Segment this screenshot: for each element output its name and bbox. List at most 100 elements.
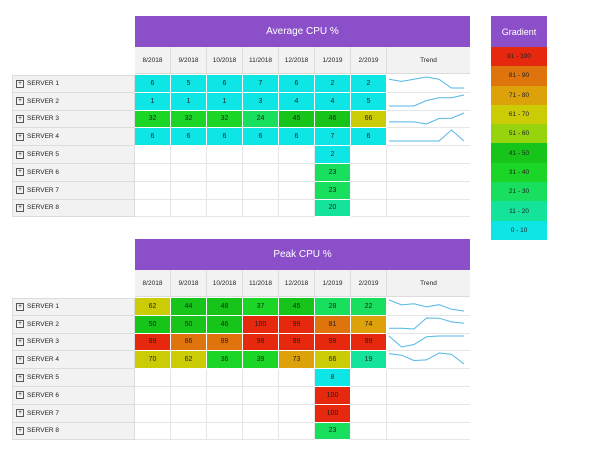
server-row-header[interactable]: + SERVER 4 xyxy=(12,128,135,147)
server-label: SERVER 5 xyxy=(27,374,60,382)
expand-plus-icon[interactable]: + xyxy=(16,132,24,141)
expand-plus-icon[interactable]: + xyxy=(16,409,24,418)
server-row-header[interactable]: + SERVER 1 xyxy=(12,298,135,316)
server-row-header[interactable]: + SERVER 6 xyxy=(12,386,135,405)
expand-plus-icon[interactable]: + xyxy=(16,320,24,329)
trend-cell xyxy=(387,181,470,200)
cpu-cell: 4 xyxy=(279,92,315,111)
cpu-cell xyxy=(279,146,315,164)
server-row-header[interactable]: + SERVER 4 xyxy=(12,351,135,370)
expand-plus-icon[interactable]: + xyxy=(16,302,24,311)
server-row-header[interactable]: + SERVER 5 xyxy=(12,146,135,164)
expand-plus-icon[interactable]: + xyxy=(16,203,24,212)
cpu-cell: 62 xyxy=(135,298,171,316)
cpu-cell: 32 xyxy=(135,110,171,129)
gradient-legend-item: 91 - 100 xyxy=(491,47,547,67)
cpu-cell: 89 xyxy=(207,333,243,352)
trend-cell xyxy=(387,333,470,352)
gradient-legend-item: 11 - 20 xyxy=(491,201,547,221)
cpu-cell: 50 xyxy=(171,315,207,334)
cpu-cell xyxy=(279,422,315,441)
cpu-cell xyxy=(135,386,171,405)
expand-plus-icon[interactable]: + xyxy=(16,426,24,435)
server-row-header[interactable]: + SERVER 2 xyxy=(12,92,135,111)
cpu-cell xyxy=(351,146,387,164)
server-label: SERVER 3 xyxy=(27,115,60,123)
server-row-header[interactable]: + SERVER 8 xyxy=(12,199,135,218)
expand-plus-icon[interactable]: + xyxy=(16,150,24,159)
server-row-header[interactable]: + SERVER 8 xyxy=(12,422,135,441)
cpu-cell: 37 xyxy=(243,298,279,316)
server-row-header[interactable]: + SERVER 7 xyxy=(12,404,135,423)
table-row: + SERVER 4 70 62 36 39 73 66 19 xyxy=(12,351,470,370)
table-row: + SERVER 8 20 xyxy=(12,199,470,218)
cpu-cell: 2 xyxy=(351,75,387,93)
month-header: 8/2018 xyxy=(135,47,171,74)
trend-cell xyxy=(387,128,470,147)
cpu-cell xyxy=(279,386,315,405)
cpu-cell: 45 xyxy=(279,298,315,316)
expand-plus-icon[interactable]: + xyxy=(16,391,24,400)
cpu-cell: 99 xyxy=(351,333,387,352)
server-row-header[interactable]: + SERVER 2 xyxy=(12,315,135,334)
gradient-legend-item: 61 - 70 xyxy=(491,104,547,125)
expand-plus-icon[interactable]: + xyxy=(16,168,24,177)
cpu-cell: 22 xyxy=(351,298,387,316)
expand-plus-icon[interactable]: + xyxy=(16,355,24,364)
server-row-header[interactable]: + SERVER 3 xyxy=(12,333,135,352)
cpu-cell xyxy=(207,181,243,200)
server-label: SERVER 6 xyxy=(27,391,60,399)
server-row-header[interactable]: + SERVER 6 xyxy=(12,163,135,182)
month-header: 12/2018 xyxy=(279,47,315,74)
peak-rows: + SERVER 1 62 44 48 37 45 28 22 + SERVER 2 50 50 46 10… xyxy=(12,298,470,441)
cpu-cell: 66 xyxy=(351,110,387,129)
expand-plus-icon[interactable]: + xyxy=(16,337,24,346)
cpu-cell xyxy=(351,404,387,423)
cpu-cell xyxy=(171,422,207,441)
cpu-cell: 73 xyxy=(279,351,315,370)
month-header: 2/2019 xyxy=(351,270,387,297)
cpu-cell: 28 xyxy=(315,298,351,316)
month-header: 11/2018 xyxy=(243,270,279,297)
gradient-legend-item: 71 - 80 xyxy=(491,85,547,105)
expand-plus-icon[interactable]: + xyxy=(16,79,24,88)
server-label: SERVER 3 xyxy=(27,338,60,346)
table-row: + SERVER 5 8 xyxy=(12,369,470,387)
cpu-cell: 7 xyxy=(243,75,279,93)
expand-plus-icon[interactable]: + xyxy=(16,186,24,195)
server-row-header[interactable]: + SERVER 3 xyxy=(12,110,135,129)
trend-cell xyxy=(387,75,470,93)
server-row-header[interactable]: + SERVER 5 xyxy=(12,369,135,387)
trend-header: Trend xyxy=(387,270,470,297)
cpu-cell: 6 xyxy=(207,75,243,93)
cpu-cell: 86 xyxy=(171,333,207,352)
cpu-cell xyxy=(243,199,279,218)
cpu-cell xyxy=(279,181,315,200)
cpu-cell xyxy=(171,199,207,218)
server-row-header[interactable]: + SERVER 7 xyxy=(12,181,135,200)
server-label: SERVER 2 xyxy=(27,320,60,328)
server-label: SERVER 8 xyxy=(27,427,60,435)
month-header: 8/2018 xyxy=(135,270,171,297)
cpu-cell: 100 xyxy=(315,386,351,405)
table-row: + SERVER 1 62 44 48 37 45 28 22 xyxy=(12,298,470,316)
expand-plus-icon[interactable]: + xyxy=(16,97,24,106)
cpu-cell xyxy=(243,181,279,200)
trend-header: Trend xyxy=(387,47,470,74)
gradient-legend-item: 0 - 10 xyxy=(491,220,547,240)
cpu-cell: 81 xyxy=(315,315,351,334)
sparkline xyxy=(389,112,465,125)
expand-plus-icon[interactable]: + xyxy=(16,373,24,382)
cpu-cell: 2 xyxy=(315,75,351,93)
cpu-cell: 1 xyxy=(171,92,207,111)
cpu-cell xyxy=(243,422,279,441)
server-label: SERVER 2 xyxy=(27,97,60,105)
sparkline-path xyxy=(388,335,464,348)
server-row-header[interactable]: + SERVER 1 xyxy=(12,75,135,93)
cpu-cell: 99 xyxy=(279,333,315,352)
cpu-cell: 5 xyxy=(351,92,387,111)
expand-plus-icon[interactable]: + xyxy=(16,114,24,123)
trend-cell xyxy=(387,369,470,387)
cpu-cell xyxy=(171,146,207,164)
cpu-cell: 44 xyxy=(171,298,207,316)
